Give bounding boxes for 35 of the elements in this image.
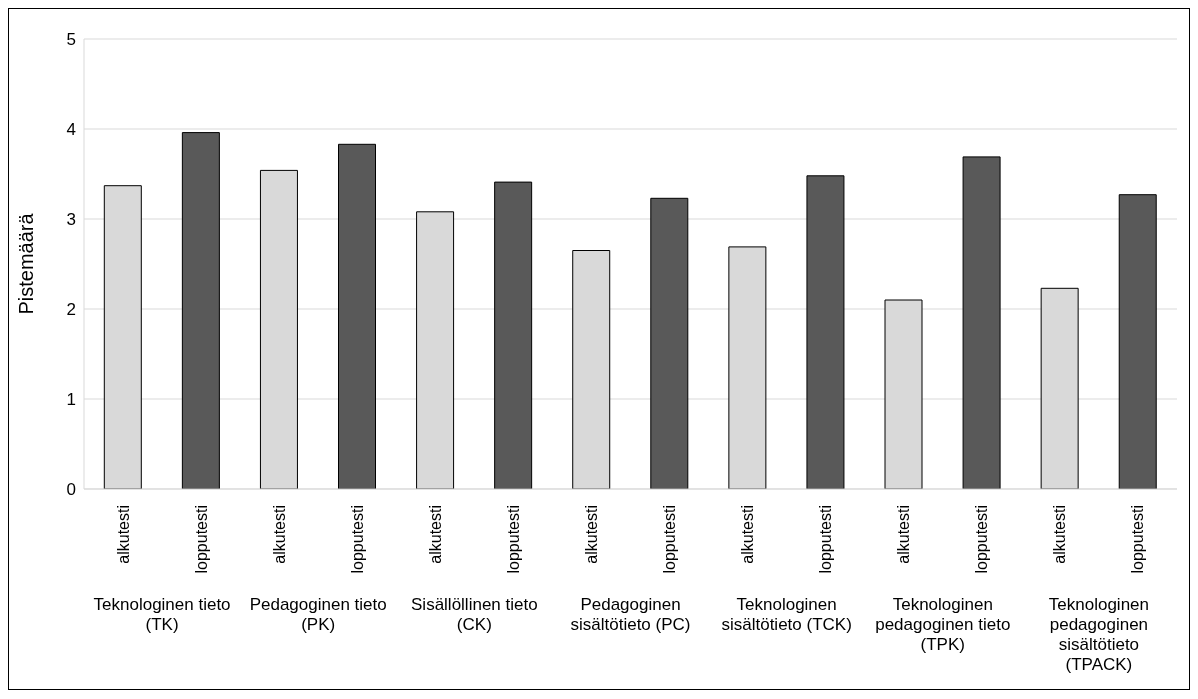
x-tick-label: lopputesti <box>1129 505 1147 574</box>
text: Pedagoginen sisältötieto (PC) <box>569 595 692 635</box>
bar <box>806 175 845 489</box>
x-tick-label: alkutesti <box>270 505 288 564</box>
bar <box>650 197 689 489</box>
x-tick-label: alkutesti <box>582 505 600 564</box>
x-tick-label: alkutesti <box>114 505 132 564</box>
y-tick-label: 0 <box>66 480 76 500</box>
x-tick-label: lopputesti <box>817 505 835 574</box>
text: Teknologinen sisältötieto (TCK) <box>720 595 853 635</box>
x-tick-label: alkutesti <box>739 505 757 564</box>
bar <box>494 181 533 489</box>
bar <box>962 156 1001 489</box>
text: Teknologinen pedagoginen sisältötieto (TPACK) <box>1047 595 1150 675</box>
x-tick-label: alkutesti <box>426 505 444 564</box>
x-tick-label: alkutesti <box>1051 505 1069 564</box>
x-tick-label: lopputesti <box>348 505 366 574</box>
x-tick-label: alkutesti <box>895 505 913 564</box>
y-tick-label: 4 <box>66 120 76 140</box>
bar <box>1118 194 1157 489</box>
y-axis-title: Pistemäärä <box>15 212 38 315</box>
y-tick-label: 2 <box>66 300 76 320</box>
bar <box>181 132 220 489</box>
y-tick-label: 1 <box>66 390 76 410</box>
bar <box>338 143 377 489</box>
text: Teknologinen pedagoginen tieto (TPK) <box>874 595 1012 655</box>
y-tick-label: 3 <box>66 210 76 230</box>
text: Sisällöllinen tieto (CK) <box>410 595 539 635</box>
x-tick-label: lopputesti <box>661 505 679 574</box>
x-tick-label: lopputesti <box>192 505 210 574</box>
y-tick-label: 5 <box>66 30 76 50</box>
text: Teknologinen tieto (TK) <box>92 595 232 635</box>
x-tick-label: lopputesti <box>973 505 991 574</box>
x-tick-label: lopputesti <box>504 505 522 574</box>
text: Pedagoginen tieto (PK) <box>248 595 388 635</box>
